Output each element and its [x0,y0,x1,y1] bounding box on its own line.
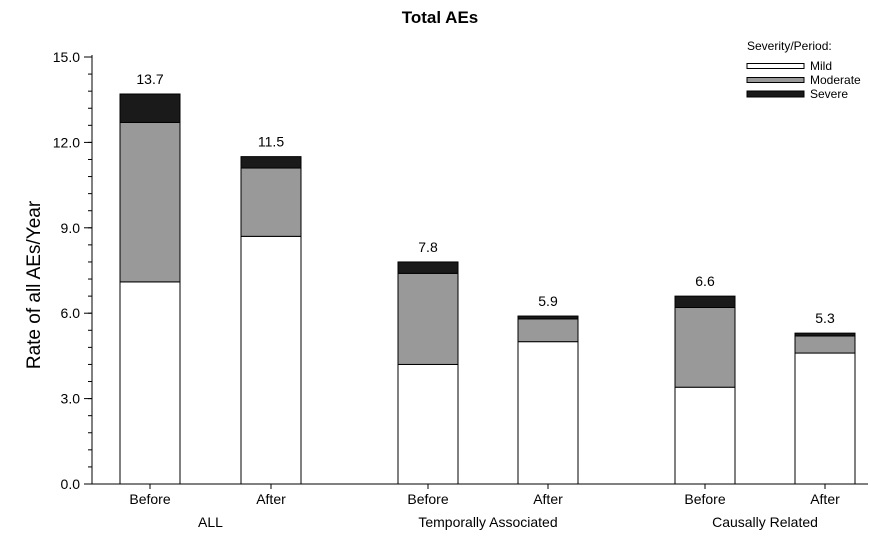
legend-label-severe: Severe [810,87,848,101]
y-axis-label: Rate of all AEs/Year [24,200,45,369]
bar-segment-severe [674,295,736,309]
y-tick-label: 15.0 [53,49,80,65]
bar-segment-severe [240,156,302,169]
bars: 13.7 11.5 7.8 5.9 6.6 5.3 [119,71,856,485]
y-tick-label: 0.0 [61,476,81,492]
axes: 0.0 3.0 6.0 9.0 12.0 15.0 Before After Before Aft… [53,49,868,530]
x-tick-label: Before [684,491,725,507]
bar-segment-severe [517,315,579,320]
bar-segment-mild [119,281,181,485]
x-tick-label: Before [407,491,448,507]
x-tick-label: After [810,491,840,507]
legend-label-moderate: Moderate [810,73,861,87]
bar-segment-moderate [397,272,459,365]
bar-segment-moderate [119,121,181,283]
legend-label-mild: Mild [810,59,832,73]
y-tick-label: 12.0 [53,134,80,150]
bar-total-label: 13.7 [136,71,163,87]
y-tick-label: 9.0 [61,220,81,236]
bar-segment-severe [397,261,459,274]
x-tick-label: After [533,491,563,507]
bar-segment-mild [517,341,579,485]
bar-segment-moderate [794,335,856,354]
chart-title: Total AEs [402,8,479,27]
bar-segment-mild [794,352,856,485]
x-tick-label: After [256,491,286,507]
bar-total-label: 6.6 [695,273,715,289]
bar-segment-moderate [517,318,579,343]
bar-segment-moderate [674,307,736,388]
bar-segment-mild [397,363,459,485]
group-label: Causally Related [712,514,818,530]
legend-swatch-mild [746,63,805,69]
bar-total-label: 7.8 [418,239,438,255]
bar-segment-mild [240,235,302,485]
x-tick-label: Before [129,491,170,507]
bar-total-label: 5.9 [538,293,558,309]
bar-total-label: 5.3 [815,310,835,326]
bar-segment-mild [674,386,736,485]
y-tick-label: 3.0 [61,391,81,407]
bar-total-label: 11.5 [258,134,284,150]
y-tick-label: 6.0 [61,305,81,321]
legend-swatch-severe [746,90,805,98]
group-label: ALL [198,514,223,530]
bar-segment-severe [794,332,856,337]
legend-title: Severity/Period: [747,39,832,53]
bar-segment-moderate [240,167,302,237]
group-label: Temporally Associated [418,514,557,530]
bar-segment-severe [119,93,181,123]
legend-swatch-moderate [746,77,805,83]
